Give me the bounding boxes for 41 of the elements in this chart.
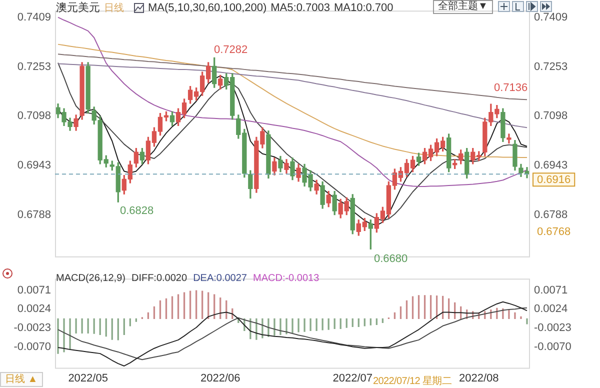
y2-tick-label: 0.0024 bbox=[534, 303, 568, 316]
x-tick-label: 2022/05 bbox=[68, 372, 108, 384]
annotation: MACD:-0.0013 bbox=[253, 273, 320, 284]
x-tick-label: 2022/08 bbox=[459, 372, 499, 384]
ref-line-label: 0.6916 bbox=[537, 174, 571, 186]
x-tick-label: 2022/07 bbox=[332, 372, 373, 384]
annotation: DIFF:0.0020 bbox=[131, 273, 188, 284]
candlestick bbox=[506, 134, 512, 144]
annotation: 0.6828 bbox=[120, 205, 154, 217]
y2-tick-label: -0.0023 bbox=[534, 322, 572, 334]
text: 2022/07/12 星期二 bbox=[373, 374, 452, 388]
y-tick-label: 0.6943 bbox=[17, 160, 51, 172]
y2-tick-label: 0.6943 bbox=[534, 160, 568, 172]
annotation: DEA:0.0027 bbox=[193, 273, 247, 284]
y2-tick-label: 0.0071 bbox=[534, 284, 568, 296]
annotation: 0.6680 bbox=[374, 253, 408, 265]
y2-tick-label: -0.0070 bbox=[534, 340, 572, 353]
annotation: MA5:0.7003 bbox=[270, 2, 330, 14]
chart-title: MACD(26,12,9) bbox=[56, 273, 126, 284]
text: 日线 ▲ bbox=[0, 372, 43, 387]
annotation: MA(5,10,30,60,100,200) bbox=[148, 2, 267, 14]
y-tick-label: 0.7253 bbox=[17, 60, 51, 73]
annotation: 全部主题▼ bbox=[433, 0, 493, 14]
chart-subtitle: 日线 bbox=[104, 2, 124, 14]
y-tick-label: 0.6788 bbox=[17, 208, 51, 221]
text: 0.6768 bbox=[537, 226, 571, 238]
y2-tick-label: 0.7253 bbox=[534, 60, 568, 73]
y-tick-label: 0.0071 bbox=[17, 284, 51, 296]
annotation: 0.7282 bbox=[214, 44, 248, 56]
chart-title: 澳元美元 bbox=[56, 0, 100, 15]
x-tick-label: 2022/06 bbox=[200, 372, 240, 384]
y-tick-label: -0.0070 bbox=[14, 340, 51, 353]
y2-tick-label: 0.7409 bbox=[534, 11, 568, 24]
y2-tick-label: 0.6788 bbox=[534, 208, 568, 221]
y2-tick-label: 0.7098 bbox=[534, 110, 568, 122]
y-tick-label: 0.0024 bbox=[17, 303, 51, 316]
y-tick-label: 0.7409 bbox=[17, 11, 51, 24]
y-tick-label: 0.7098 bbox=[17, 110, 51, 122]
y-tick-label: -0.0023 bbox=[14, 322, 51, 334]
annotation: MA10:0.700 bbox=[334, 2, 394, 14]
annotation: 0.7136 bbox=[494, 82, 528, 94]
